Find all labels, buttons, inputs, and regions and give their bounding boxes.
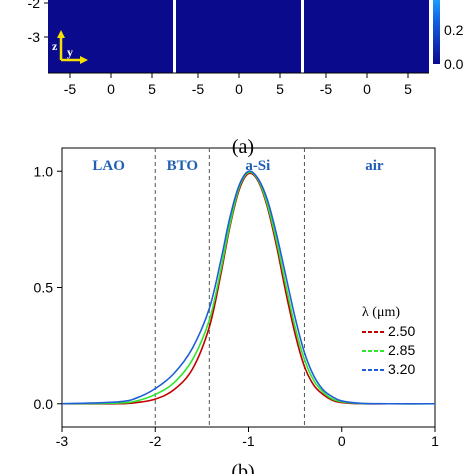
panel-a: -2 -3 z y -5 0 5 -5 0 5 -5 0 5 0.2 0.0 (a): [28, 0, 464, 158]
x-tick-label: 1: [431, 433, 439, 449]
colorbar: [433, 0, 440, 64]
regions: LAO BTO a-Si air: [92, 158, 384, 174]
region-label: LAO: [92, 158, 125, 174]
legend-entry: 3.20: [388, 361, 415, 377]
boundaries: [154, 148, 305, 427]
plot-frame: [61, 147, 436, 428]
series-line-2.85: [61, 171, 436, 405]
legend-entry: 2.50: [388, 323, 415, 339]
panel-a-x-tick-label: 5: [148, 81, 156, 97]
panel-a-x-tick-label: 0: [363, 81, 371, 97]
panel-a-x-tick-label: -5: [192, 81, 205, 97]
x-tick-label: 0: [338, 433, 346, 449]
y-tick-label: 0.0: [34, 396, 54, 412]
series-line-3.20: [61, 170, 436, 405]
series-line-2.50: [61, 172, 435, 405]
colorbar-tick: 0.2: [444, 22, 464, 38]
caption-b: (b): [231, 461, 254, 474]
region-label: BTO: [167, 158, 198, 174]
panel-b: LAO BTO a-Si air -3 -2 -1 0 1 0.0 0.5 1.0 λ (μm) …: [34, 147, 439, 474]
legend-entry: 2.85: [388, 342, 415, 358]
region-label: air: [365, 158, 384, 174]
region-label: a-Si: [245, 158, 270, 174]
x-tick-label: -3: [56, 433, 69, 449]
x-tick-label: -1: [242, 433, 255, 449]
field-map-2: [176, 0, 301, 73]
field-map-1: [48, 0, 173, 73]
panel-a-y-tick: -2: [28, 0, 41, 11]
series-lines: [61, 170, 436, 405]
x-tick-label: -2: [149, 433, 162, 449]
colorbar-tick: 0.0: [444, 56, 464, 72]
legend-title: λ (μm): [362, 305, 400, 320]
axes-indicator: z y: [52, 30, 88, 64]
panel-a-x-tick-label: 0: [107, 81, 115, 97]
panel-a-x-tick-label: 5: [404, 81, 412, 97]
panel-a-y-tick: -3: [28, 29, 41, 45]
legend: λ (μm) 2.50 2.85 3.20: [362, 305, 415, 377]
caption-a: (a): [232, 136, 254, 158]
axis-z-label: z: [52, 39, 58, 53]
y-ticks: 0.0 0.5 1.0: [34, 163, 62, 412]
panel-a-x-tick-label: 0: [235, 81, 243, 97]
panel-a-x-tick-label: -5: [320, 81, 333, 97]
y-tick-label: 0.5: [34, 280, 54, 296]
panel-a-x-tick-label: 5: [276, 81, 284, 97]
y-tick-label: 1.0: [34, 163, 54, 179]
axis-y-label: y: [67, 45, 73, 59]
field-map-3: [304, 0, 429, 73]
panel-a-x-tick-label: -5: [64, 81, 77, 97]
x-ticks: -3 -2 -1 0 1: [56, 427, 439, 449]
panel-a-x-ticks: -5 0 5 -5 0 5 -5 0 5: [64, 73, 412, 97]
